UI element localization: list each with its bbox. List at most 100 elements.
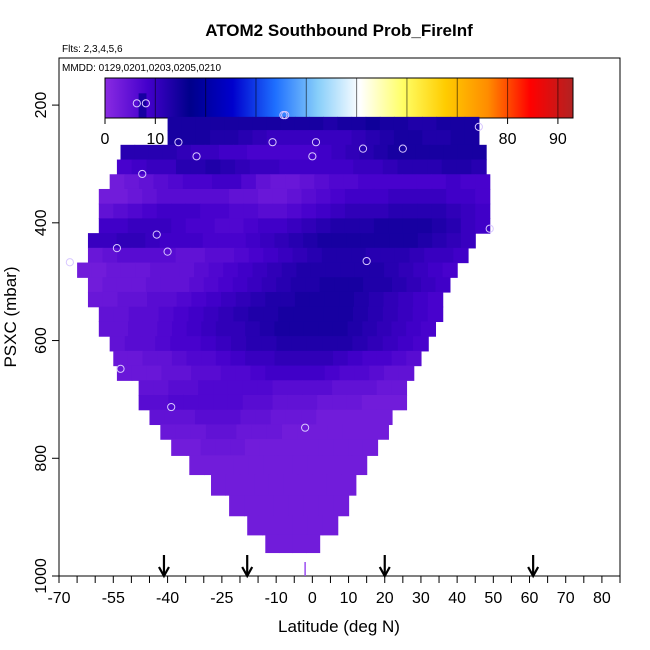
heatmap-cell [337,336,353,352]
y-tick-label: 800 [33,445,50,472]
heatmap-cell [312,424,329,440]
heatmap-cell [427,291,444,308]
heatmap-cell [185,439,202,456]
heatmap-cell [138,93,147,106]
heatmap-cell [171,321,188,337]
heatmap-cell [87,277,104,293]
heatmap-cell [195,130,211,146]
heatmap-cell [353,159,369,175]
heatmap-cell [168,394,184,411]
heatmap-cell [303,439,320,456]
heatmap-cell [142,350,158,367]
heatmap-cell [374,233,390,249]
heatmap-cell [294,365,311,381]
heatmap-cell [238,116,254,131]
heatmap-cell [332,380,348,396]
x-tick-label: 0 [308,590,317,607]
heatmap-cell [135,262,151,278]
heatmap-cell [91,262,107,278]
observation-point [141,99,150,108]
heatmap-cell [287,218,303,234]
heatmap-cell [98,188,114,205]
heatmap-cell [287,380,303,396]
heatmap-cell [383,291,399,308]
heatmap-cell [243,218,259,234]
heatmap-cell [376,394,393,411]
heatmap-cell [265,365,281,381]
heatmap-cell [131,247,148,264]
heatmap-cell [131,365,148,381]
heatmap-cell [456,159,472,175]
heatmap-cell [265,534,280,554]
heatmap-cell [257,394,274,411]
heatmap-cell [318,439,334,456]
heatmap-cell [436,116,452,131]
heatmap-cell [417,233,433,249]
heatmap-cell [220,159,236,175]
heatmap-cell [189,455,205,476]
heatmap-cell [368,291,385,308]
heatmap-cell [397,159,413,175]
heatmap-cell [273,495,290,517]
heatmap-cell [443,144,459,161]
heatmap-cell [351,130,367,146]
heatmap-cell [247,277,263,293]
heatmap-cell [413,262,429,278]
heatmap-cell [130,233,146,249]
heatmap-cell [188,233,204,249]
heatmap-cell [252,262,268,278]
heatmap-cell [302,380,318,396]
heatmap-cell [218,306,234,323]
heatmap-cell [116,159,133,175]
dates-label: MMDD: 0129,0201,0203,0205,0210 [62,63,221,74]
observation-point [398,144,407,153]
heatmap-cell [153,394,169,411]
observation-point [358,144,368,153]
heatmap-cell [142,188,158,205]
heatmap-cell [183,380,199,396]
observation-point [311,138,321,147]
heatmap-cell [272,203,288,220]
heatmap-cell [179,262,195,278]
heatmap-cell [336,247,352,264]
heatmap-cell [127,188,143,205]
heatmap-cell [292,455,309,476]
heatmap-cell [153,174,169,190]
heatmap-cell [117,291,133,308]
observation-point [308,152,317,161]
heatmap-cell [210,409,226,426]
heatmap-cell [274,350,290,367]
heatmap-cell [450,116,466,131]
heatmap-cell [109,174,125,190]
heatmap-cell [380,247,396,264]
heatmap-cell [140,336,156,352]
heatmap-cell [280,291,296,308]
heatmap-cell [200,218,216,234]
heatmap-cell [346,409,363,426]
heatmap-cell [213,380,229,396]
heatmap-cell [189,277,205,293]
heatmap-cell [303,321,319,337]
heatmap-cell [202,233,218,249]
observation-point [167,402,176,412]
heatmap-cell [387,144,403,161]
heatmap-cell [367,159,384,175]
heatmap-cell [285,174,301,190]
heatmap-cell [317,233,333,249]
heatmap-cell [211,474,227,496]
heatmap-cell [277,247,294,264]
heatmap-cell [200,188,216,205]
heatmap-cell [460,203,476,220]
heatmap-cell [194,262,210,278]
heatmap-cell [346,394,363,411]
heatmap-cell [460,174,476,190]
heatmap-cell [347,321,363,337]
heatmap-cell [237,262,254,278]
heatmap-cell [200,203,216,220]
heatmap-cell [446,203,462,220]
heatmap-cell [231,336,247,352]
heatmap-cell [301,409,317,426]
heatmap-cell [379,130,395,146]
heatmap-cell [250,365,266,381]
heatmap-cell [204,455,220,476]
